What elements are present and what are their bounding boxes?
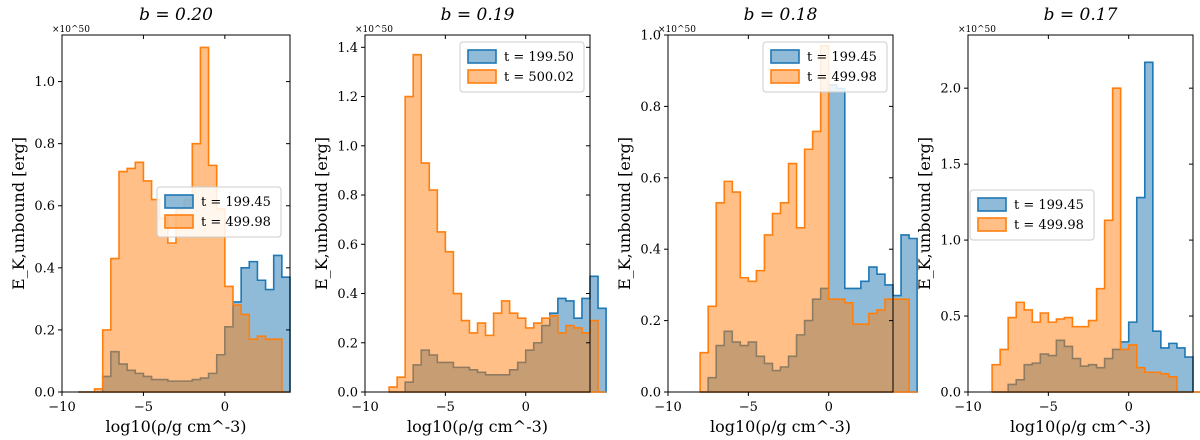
- axes-frame: [667, 34, 894, 393]
- legend-swatch: [770, 69, 800, 84]
- chart-panel-4: −10 −5 0 0.0 0.5 1.0 1.5 2.0 ×10^50 b = 0.17 log10…: [915, 5, 1200, 436]
- y-tick-label: 1.0: [640, 29, 661, 44]
- y-multiplier: ×10^50: [52, 25, 90, 35]
- x-axis-label: log10(ρ/g cm^-3): [105, 417, 246, 436]
- legend: t = 199.50 t = 500.02: [459, 41, 585, 93]
- chart-title: b = 0.18: [744, 5, 818, 25]
- y-tick-label: 0.2: [337, 336, 358, 351]
- histogram-steps: [699, 44, 918, 393]
- chart-panel-1: −10 −5 0 0.0 0.2 0.4 0.6 0.8 1.0 ×10^50 b = 0.20 lo…: [9, 5, 291, 436]
- y-tick-label: 0.0: [940, 386, 961, 401]
- y-multiplier: ×10^50: [958, 25, 996, 35]
- y-tick-label: 0.8: [337, 189, 358, 204]
- x-tick-label: 0: [522, 400, 530, 415]
- legend-swatch: [467, 49, 497, 64]
- legend-swatch: [977, 217, 1007, 232]
- x-tick-label: −5: [436, 400, 455, 415]
- x-tick-label: −10: [954, 400, 981, 415]
- y-tick-label: 1.0: [337, 139, 358, 154]
- y-axis-label: E_K,unbound [erg]: [9, 137, 28, 290]
- x-tick-label: 0: [825, 400, 833, 415]
- y-tick-label: 0.6: [337, 238, 358, 253]
- legend-label: t = 499.98: [1014, 218, 1084, 233]
- x-tick-label: −5: [134, 400, 153, 415]
- axes-frame: [61, 34, 291, 393]
- y-tick-label: 0.4: [337, 287, 358, 302]
- legend-label: t = 199.50: [504, 50, 574, 65]
- legend-label: t = 199.45: [1014, 198, 1084, 213]
- x-axis-label: log10(ρ/g cm^-3): [710, 417, 851, 436]
- x-tick-label: −10: [654, 400, 681, 415]
- legend-entry-1: t = 199.45: [164, 194, 271, 210]
- y-multiplier: ×10^50: [658, 25, 696, 35]
- legend-entry-2: t = 499.98: [164, 214, 271, 230]
- legend-entry-2: t = 499.98: [770, 69, 877, 85]
- y-tick-label: 0.0: [34, 386, 55, 401]
- x-tick-label: −5: [739, 400, 758, 415]
- chart-title: b = 0.20: [139, 5, 213, 25]
- y-tick-label: 1.0: [940, 234, 961, 249]
- y-axis-label: E_K,unbound [erg]: [915, 137, 934, 290]
- x-axis-label: log10(ρ/g cm^-3): [407, 417, 548, 436]
- y-tick-label: 0.5: [940, 310, 961, 325]
- x-tick-label: 0: [221, 400, 229, 415]
- legend-entry-1: t = 199.45: [770, 49, 877, 65]
- y-tick-label: 1.2: [337, 90, 358, 105]
- legend-entry-1: t = 199.45: [977, 197, 1084, 213]
- y-tick-label: 0.0: [640, 386, 661, 401]
- x-tick-label: −10: [351, 400, 378, 415]
- y-tick-label: 1.0: [34, 75, 55, 90]
- x-tick-label: −5: [1039, 400, 1058, 415]
- y-tick-label: 0.6: [640, 171, 661, 186]
- y-tick-label: 0.0: [337, 386, 358, 401]
- chart-panel-2: −10 −5 0 0.0 0.2 0.4 0.6 0.8 1.0 1.2 1.4 ×10^50 b = …: [312, 5, 607, 436]
- y-tick-label: 0.2: [640, 314, 661, 329]
- x-tick-label: 0: [1125, 400, 1133, 415]
- y-tick-label: 0.8: [640, 100, 661, 115]
- axes-frame: [364, 34, 591, 393]
- legend: t = 199.45 t = 499.98: [156, 186, 282, 238]
- y-tick-label: 0.6: [34, 199, 55, 214]
- y-tick-label: 1.5: [940, 158, 961, 173]
- y-tick-label: 2.0: [940, 82, 961, 97]
- histogram-series-2: [699, 44, 918, 393]
- histogram-steps: [388, 53, 607, 393]
- x-axis-label: log10(ρ/g cm^-3): [1010, 417, 1151, 436]
- y-axis-label: E_K,unbound [erg]: [312, 137, 331, 290]
- legend-swatch: [977, 197, 1007, 212]
- y-tick-label: 0.4: [640, 243, 661, 258]
- y-multiplier: ×10^50: [355, 25, 393, 35]
- y-tick-label: 1.4: [337, 41, 358, 56]
- chart-title: b = 0.17: [1044, 5, 1118, 25]
- histogram-series-2: [991, 87, 1200, 393]
- legend-swatch: [164, 194, 194, 209]
- legend-entry-1: t = 199.50: [467, 49, 574, 65]
- x-tick-label: −10: [48, 400, 75, 415]
- legend-label: t = 199.45: [807, 50, 877, 65]
- axes-frame: [967, 34, 1194, 393]
- chart-panel-3: −10 −5 0 0.0 0.2 0.4 0.6 0.8 1.0×10^50 b = 0.18 lo…: [615, 5, 918, 436]
- legend: t = 199.45 t = 499.98: [762, 41, 888, 93]
- y-tick-label: 0.8: [34, 137, 55, 152]
- histogram-series-2: [388, 53, 607, 393]
- legend-entry-2: t = 500.02: [467, 69, 574, 85]
- legend-swatch: [770, 49, 800, 64]
- legend-label: t = 199.45: [201, 195, 271, 210]
- legend-label: t = 500.02: [504, 70, 574, 85]
- histogram-steps: [991, 87, 1200, 393]
- legend-swatch: [467, 69, 497, 84]
- legend-swatch: [164, 214, 194, 229]
- y-axis-label: E_K,unbound [erg]: [615, 137, 634, 290]
- legend-label: t = 499.98: [201, 215, 271, 230]
- y-tick-label: 0.4: [34, 261, 55, 276]
- y-tick-label: 0.2: [34, 323, 55, 338]
- chart-title: b = 0.19: [441, 5, 515, 25]
- legend-entry-2: t = 499.98: [977, 217, 1084, 233]
- legend: t = 199.45 t = 499.98: [969, 189, 1095, 241]
- legend-label: t = 499.98: [807, 70, 877, 85]
